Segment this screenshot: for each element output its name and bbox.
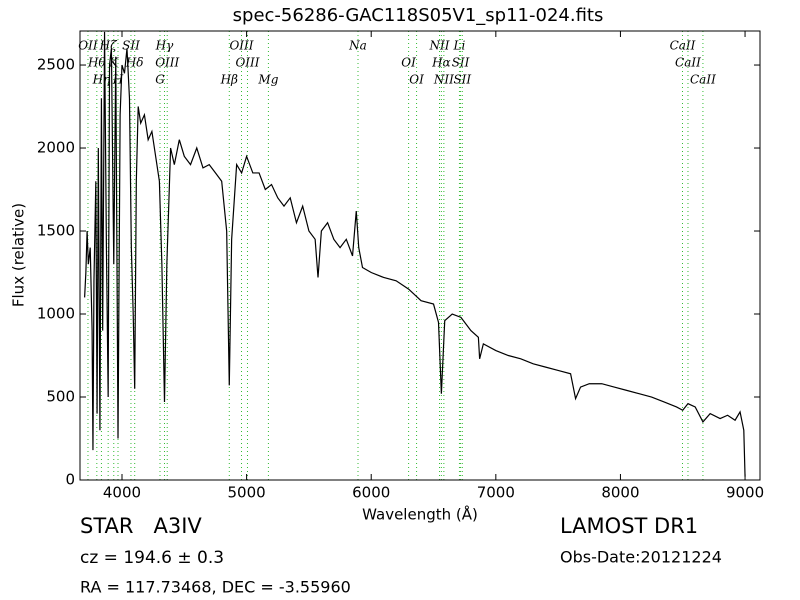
y-axis-label: Flux (relative) bbox=[10, 203, 28, 307]
spectral-line-label: SII bbox=[122, 39, 140, 53]
redshift: cz = 194.6 ± 0.3 bbox=[80, 548, 224, 568]
x-axis-label: Wavelength (Å) bbox=[362, 505, 478, 524]
y-tick-label: 2000 bbox=[37, 139, 75, 157]
spectral-line-label: CaII bbox=[690, 73, 716, 87]
spectral-line-label: Hθ bbox=[87, 56, 106, 70]
spectral-line-label: Li bbox=[453, 39, 466, 53]
spectrum-line bbox=[84, 31, 746, 477]
spectral-line-label: OIII bbox=[235, 56, 259, 70]
spectral-line-label: Hγ bbox=[155, 39, 174, 53]
x-tick-label: 5000 bbox=[228, 484, 266, 502]
object-class: STAR A3IV bbox=[80, 514, 202, 538]
y-tick-label: 1500 bbox=[37, 222, 75, 240]
x-tick-label: 8000 bbox=[601, 484, 639, 502]
survey: LAMOST DR1 bbox=[560, 514, 698, 538]
chart-title: spec-56286-GAC118S05V1_sp11-024.fits bbox=[233, 5, 604, 26]
spectral-line-label: OI bbox=[409, 73, 424, 87]
spectral-line-label: NII bbox=[429, 39, 450, 53]
plot-frame bbox=[79, 30, 761, 481]
spectral-line-label: Hζ bbox=[99, 39, 118, 53]
spectral-line-label: Hα bbox=[431, 56, 451, 70]
y-tick-label: 0 bbox=[65, 471, 75, 489]
spectral-line-label: OIII bbox=[155, 56, 179, 70]
x-tick-label: 6000 bbox=[352, 484, 390, 502]
spectral-line-label: G bbox=[155, 73, 165, 87]
spectral-line-label: SII bbox=[453, 73, 471, 87]
spectral-line-label: SII bbox=[452, 56, 470, 70]
x-tick-label: 9000 bbox=[726, 484, 764, 502]
y-tick-label: 1000 bbox=[37, 305, 75, 323]
coordinates: RA = 117.73468, DEC = -3.55960 bbox=[80, 578, 351, 597]
spectral-line-label: Na bbox=[348, 39, 367, 53]
spectral-line-label: CaII bbox=[675, 56, 701, 70]
spectral-line-label: Hβ bbox=[220, 73, 238, 87]
x-tick-label: 7000 bbox=[477, 484, 515, 502]
spectral-line-label: Hη bbox=[92, 73, 111, 87]
spectral-line-label: OIII bbox=[229, 39, 253, 53]
y-tick-label: 2500 bbox=[37, 56, 75, 74]
obs-date: Obs-Date:20121224 bbox=[560, 548, 722, 567]
spectral-line-label: OI bbox=[401, 56, 416, 70]
y-tick-label: 500 bbox=[46, 388, 75, 406]
spectral-line-label: Hδ bbox=[125, 56, 144, 70]
spectral-line-label: Mg bbox=[257, 73, 278, 87]
x-tick-label: 4000 bbox=[103, 484, 141, 502]
spectral-line-label: CaII bbox=[670, 39, 696, 53]
spectral-line-label: NII bbox=[433, 73, 454, 87]
spectral-line-label: OII bbox=[78, 39, 98, 53]
spectral-line-label: K bbox=[108, 56, 119, 70]
